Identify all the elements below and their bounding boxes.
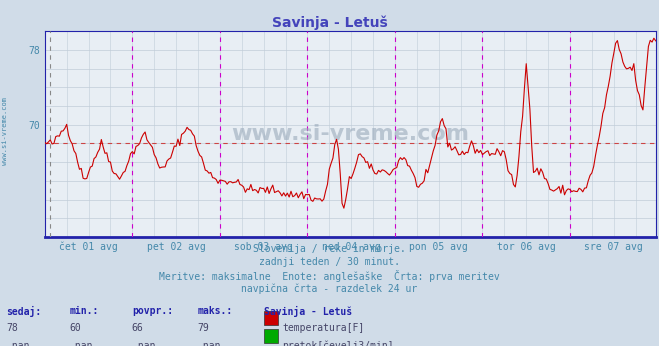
Text: -nan: -nan: [132, 341, 156, 346]
Text: -nan: -nan: [69, 341, 93, 346]
Text: maks.:: maks.:: [198, 306, 233, 316]
Text: www.si-vreme.com: www.si-vreme.com: [231, 124, 469, 144]
Text: Savinja - Letuš: Savinja - Letuš: [264, 306, 352, 317]
Text: www.si-vreme.com: www.si-vreme.com: [2, 98, 9, 165]
Text: Savinja - Letuš: Savinja - Letuš: [272, 16, 387, 30]
Text: -nan: -nan: [7, 341, 30, 346]
Text: -nan: -nan: [198, 341, 221, 346]
Text: 66: 66: [132, 323, 144, 333]
Text: 79: 79: [198, 323, 210, 333]
Text: povpr.:: povpr.:: [132, 306, 173, 316]
Text: zadnji teden / 30 minut.: zadnji teden / 30 minut.: [259, 257, 400, 267]
Text: Slovenija / reke in morje.: Slovenija / reke in morje.: [253, 244, 406, 254]
Text: 78: 78: [7, 323, 18, 333]
Text: 60: 60: [69, 323, 81, 333]
Text: min.:: min.:: [69, 306, 99, 316]
Text: temperatura[F]: temperatura[F]: [282, 323, 364, 333]
Text: Meritve: maksimalne  Enote: anglešaške  Črta: prva meritev: Meritve: maksimalne Enote: anglešaške Čr…: [159, 270, 500, 282]
Text: sedaj:: sedaj:: [7, 306, 42, 317]
Text: pretok[čevelj3/min]: pretok[čevelj3/min]: [282, 341, 393, 346]
Text: navpična črta - razdelek 24 ur: navpična črta - razdelek 24 ur: [241, 283, 418, 294]
